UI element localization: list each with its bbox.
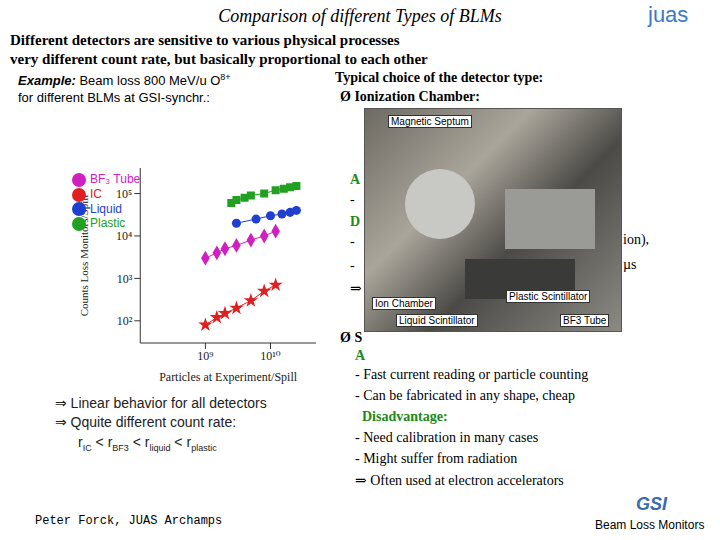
svg-text:10⁴: 10⁴ (116, 229, 132, 243)
html-text:juas: juas (648, 2, 689, 27)
svg-text:10³: 10³ (117, 272, 133, 286)
html-text:- Need calibration in many cas: - Need calibration in many cases (355, 430, 539, 445)
html-text:Magnetic Septum: Magnetic Septum (391, 116, 469, 127)
html-text:very different count rate, but: very different count rate, but basically… (10, 51, 428, 67)
svg-text:10⁵: 10⁵ (116, 187, 132, 201)
html-text:Ø S: Ø S (340, 330, 363, 345)
html-text:Comparison of different Types: Comparison of different Types of BLMs (218, 6, 502, 26)
html-text:Disadvantage:: Disadvantage: (362, 409, 448, 424)
html-text:Peter Forck, JUAS Archamps: Peter Forck, JUAS Archamps (35, 514, 223, 528)
html-text:BF₃ Tube: BF₃ Tube (90, 172, 141, 186)
html-text:A: A (350, 172, 361, 187)
svg-text:10¹⁰: 10¹⁰ (260, 349, 281, 363)
html-text:Liquid Scintillator: Liquid Scintillator (399, 315, 475, 326)
html-text:⇒ Often used at electron accel: ⇒ Often used at electron accelerators (355, 473, 564, 488)
html-text:Typical choice of the detector: Typical choice of the detector type: (335, 70, 544, 85)
svg-text:Particles at Experiment/Spill: Particles at Experiment/Spill (159, 370, 298, 384)
html-text:GSI: GSI (636, 494, 667, 514)
html-text:A: A (355, 348, 366, 363)
svg-text:10²: 10² (117, 314, 133, 328)
html-text:Different detectors are sensit: Different detectors are sensitive to var… (10, 32, 400, 48)
html-text:Plastic: Plastic (90, 216, 126, 231)
html-text:Plastic Scintillator: Plastic Scintillator (509, 291, 588, 302)
html-text:- Can be fabricated in any sha: - Can be fabricated in any shape, cheap (355, 388, 575, 403)
html-text:- Fast current reading or part: - Fast current reading or particle count… (355, 367, 589, 382)
html-text:µs: µs (623, 257, 637, 272)
html-text:⇒ Qquite different count rate:: ⇒ Qquite different count rate: (55, 414, 237, 430)
html-text:Ion Chamber: Ion Chamber (375, 298, 433, 309)
svg-text:Counts Loss Monitors/Spill: Counts Loss Monitors/Spill (78, 195, 90, 317)
html-text:Liquid: Liquid (90, 201, 122, 216)
html-text:for different BLMs at GSI-sync: for different BLMs at GSI-synchr.: (18, 90, 210, 105)
html-text:BF3 Tube: BF3 Tube (563, 315, 607, 326)
html-text:ion),: ion), (623, 232, 650, 247)
html-text:⇒ Linear behavior for all dete: ⇒ Linear behavior for all detectors (55, 395, 267, 411)
html-text:rIC< rBF3< rliquid< rplastic: rIC< rBF3< rliquid< rplastic (78, 434, 217, 453)
svg-text:10⁹: 10⁹ (197, 349, 213, 363)
html-text:Example: Beam loss 800 MeV/u O: Example: Beam loss 800 MeV/u O8+ (18, 72, 231, 89)
html-text:Ø Ionization Chamber:: Ø Ionization Chamber: (340, 89, 480, 104)
html-text:D: D (350, 214, 361, 229)
html-text:IC: IC (90, 186, 102, 201)
html-text:Beam Loss Monitors: Beam Loss Monitors (595, 518, 705, 532)
html-text:- Might suffer from radiation: - Might suffer from radiation (355, 451, 518, 466)
